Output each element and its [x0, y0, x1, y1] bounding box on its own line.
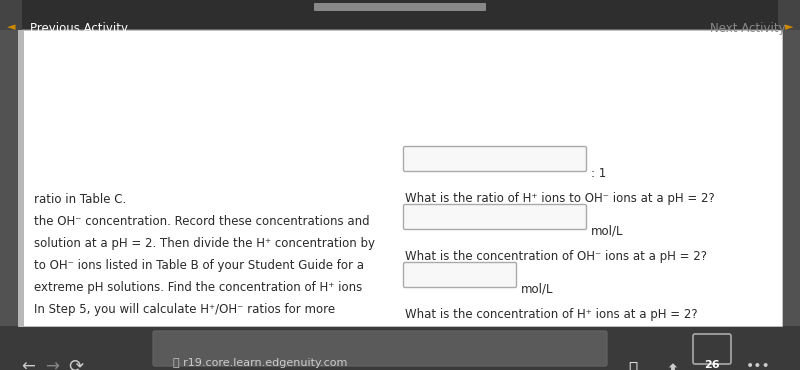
FancyBboxPatch shape	[153, 331, 607, 366]
FancyBboxPatch shape	[314, 3, 486, 11]
Bar	[0, 0, 22, 30]
Text: solution at a pH = 2. Then divide the H⁺ concentration by: solution at a pH = 2. Then divide the H⁺…	[34, 237, 375, 250]
Text: •••: •••	[746, 359, 770, 370]
Text: ratio in Table C.: ratio in Table C.	[34, 193, 126, 206]
Text: What is the concentration of H⁺ ions at a pH = 2?: What is the concentration of H⁺ ions at …	[405, 308, 698, 321]
Bar	[0, 0, 800, 30]
Text: ⟳: ⟳	[69, 358, 83, 370]
Text: ⬆: ⬆	[665, 362, 679, 370]
Bar	[0, 28, 800, 30]
Text: to OH⁻ ions listed in Table B of your Student Guide for a: to OH⁻ ions listed in Table B of your St…	[34, 259, 364, 272]
Bar	[0, 326, 800, 370]
Text: the OH⁻ concentration. Record these concentrations and: the OH⁻ concentration. Record these conc…	[34, 215, 370, 228]
FancyBboxPatch shape	[403, 205, 586, 229]
FancyBboxPatch shape	[403, 262, 517, 287]
Text: ►: ►	[785, 22, 794, 32]
Text: 26: 26	[704, 360, 720, 370]
Text: 🎤: 🎤	[629, 361, 638, 370]
Text: →: →	[45, 358, 59, 370]
FancyBboxPatch shape	[403, 147, 586, 172]
Text: 🔒 r19.core.learn.edgenuity.com: 🔒 r19.core.learn.edgenuity.com	[173, 358, 347, 368]
Text: : 1: : 1	[591, 167, 606, 180]
Text: What is the ratio of H⁺ ions to OH⁻ ions at a pH = 2?: What is the ratio of H⁺ ions to OH⁻ ions…	[405, 192, 714, 205]
Text: mol/L: mol/L	[591, 225, 623, 238]
FancyBboxPatch shape	[693, 334, 731, 364]
Text: In Step 5, you will calculate H⁺/OH⁻ ratios for more: In Step 5, you will calculate H⁺/OH⁻ rat…	[34, 303, 335, 316]
Bar	[18, 30, 782, 326]
Bar	[778, 0, 800, 30]
Bar	[18, 30, 24, 326]
Text: extreme pH solutions. Find the concentration of H⁺ ions: extreme pH solutions. Find the concentra…	[34, 281, 362, 294]
Text: mol/L: mol/L	[521, 283, 554, 296]
Text: Previous Activity: Previous Activity	[30, 22, 128, 35]
Text: Next Activity: Next Activity	[710, 22, 786, 35]
Text: ←: ←	[21, 358, 35, 370]
Text: What is the concentration of OH⁻ ions at a pH = 2?: What is the concentration of OH⁻ ions at…	[405, 250, 707, 263]
Text: ◄: ◄	[6, 22, 15, 32]
